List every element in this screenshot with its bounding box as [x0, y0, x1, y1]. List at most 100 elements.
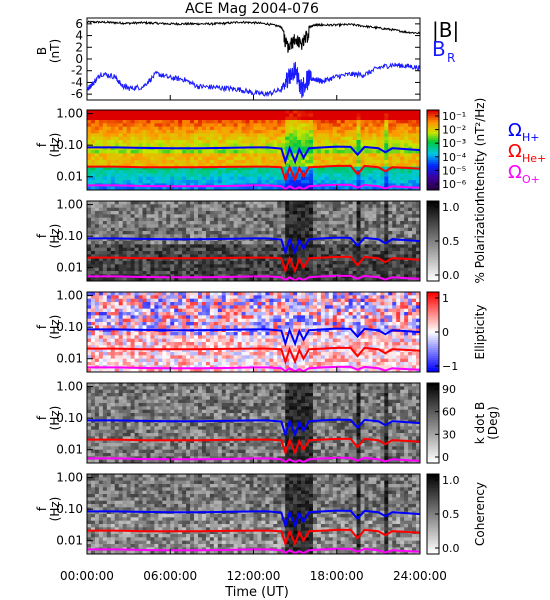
- polarization-cell: [194, 261, 199, 265]
- polarization-cell: [166, 227, 171, 232]
- ellipticity-cell: [126, 295, 131, 300]
- ellipticity-cell: [154, 302, 159, 306]
- ellipticity-cell: [209, 325, 215, 330]
- intensity-cell: [174, 166, 179, 171]
- polarization-cell: [332, 267, 338, 272]
- intensity-cell: [400, 110, 405, 114]
- intensity-cell: [416, 180, 421, 184]
- polarization-cell: [87, 207, 92, 212]
- legend-omega: Ω: [508, 162, 522, 183]
- intensity-cell: [166, 163, 171, 168]
- intensity-cell: [114, 110, 120, 114]
- polarization-colorbar-cell: [427, 217, 439, 220]
- polarization-cell: [320, 227, 326, 232]
- intensity-cell: [324, 113, 330, 118]
- polarization-cell: [277, 231, 282, 235]
- intensity-cell: [388, 123, 393, 128]
- ellipticity-cell: [174, 338, 179, 343]
- intensity-cell: [225, 170, 231, 174]
- intensity-cell: [344, 153, 350, 158]
- polarization-cell: [265, 221, 270, 225]
- ellipticity-cell: [182, 338, 187, 343]
- polarization-cell: [328, 264, 334, 269]
- ellipticity-cell: [209, 345, 215, 350]
- intensity-cell: [233, 163, 239, 168]
- polarization-cell: [364, 247, 369, 252]
- polarization-cell: [297, 271, 302, 275]
- intensity-cell: [281, 143, 286, 148]
- intensity-cell: [309, 160, 314, 164]
- polarization-cell: [360, 214, 365, 219]
- ellipticity-cell: [142, 335, 147, 340]
- polarization-cell: [400, 247, 405, 252]
- intensity-cell: [174, 180, 179, 184]
- intensity-cell: [205, 130, 211, 134]
- intensity-cell: [134, 140, 139, 144]
- polarization-cell: [130, 247, 135, 252]
- polarization-cell: [372, 211, 377, 215]
- intensity-cell: [416, 173, 421, 178]
- polarization-cell: [320, 271, 326, 275]
- intensity-cell: [404, 143, 409, 148]
- polarization-cell: [281, 207, 286, 212]
- intensity-cell: [253, 140, 258, 144]
- polarization-cell: [293, 204, 298, 209]
- polarization-cell: [98, 254, 104, 259]
- polarization-cell: [170, 244, 175, 249]
- polarization-cell: [205, 217, 211, 222]
- polarization-cell: [146, 207, 151, 212]
- b-ylabel: B: [35, 47, 49, 55]
- intensity-cell: [190, 126, 195, 131]
- intensity-cell: [182, 163, 187, 168]
- intensity-cell: [98, 133, 104, 138]
- polarization-cell: [237, 204, 242, 209]
- intensity-cell: [360, 113, 365, 118]
- polarization-cell: [309, 207, 314, 212]
- intensity-cell: [392, 110, 397, 114]
- polarization-cell: [213, 211, 219, 215]
- intensity-cell: [265, 160, 270, 164]
- intensity-cell: [301, 150, 306, 154]
- polarization-cell: [241, 207, 246, 212]
- ellipticity-cell: [138, 348, 143, 353]
- intensity-cell: [320, 140, 326, 144]
- polarization-cell: [392, 277, 397, 282]
- polarization-cell: [194, 227, 199, 232]
- polarization-cell: [201, 217, 207, 222]
- polarization-colorbar-cell: [427, 207, 439, 210]
- legend-omega-subscript: H+: [522, 131, 540, 144]
- polarization-cell: [392, 247, 397, 252]
- intensity-cell: [134, 186, 139, 191]
- intensity-cell: [201, 113, 207, 118]
- intensity-cell: [309, 123, 314, 128]
- polarization-cell: [352, 254, 357, 259]
- polarization-cell: [90, 257, 96, 262]
- intensity-cell: [217, 136, 223, 141]
- polarization-cell: [261, 201, 266, 205]
- b-series-line-1: [86, 61, 420, 98]
- polarization-cell: [134, 267, 139, 272]
- polarization-cell: [320, 247, 326, 252]
- ellipticity-cell: [98, 318, 104, 323]
- intensity-cell: [87, 150, 92, 154]
- ellipticity-cell: [198, 305, 203, 310]
- intensity-cell: [364, 120, 369, 124]
- intensity-cell: [118, 113, 124, 118]
- polarization-cell: [245, 247, 250, 252]
- polarization-cell: [186, 224, 191, 229]
- ellipticity-cell: [162, 318, 167, 323]
- polarization-cell: [90, 241, 96, 245]
- polarization-cell: [245, 234, 250, 239]
- intensity-cell: [126, 186, 131, 191]
- polarization-cell: [241, 214, 246, 219]
- polarization-cell: [217, 277, 223, 282]
- intensity-cell: [94, 140, 100, 144]
- intensity-cell: [114, 133, 120, 138]
- ellipticity-cell: [209, 338, 215, 343]
- ellipticity-cell: [110, 358, 116, 363]
- intensity-cell: [130, 163, 135, 168]
- intensity-cell: [269, 133, 274, 138]
- polarization-cell: [118, 257, 124, 262]
- intensity-cell: [174, 113, 179, 118]
- intensity-cell: [102, 176, 108, 181]
